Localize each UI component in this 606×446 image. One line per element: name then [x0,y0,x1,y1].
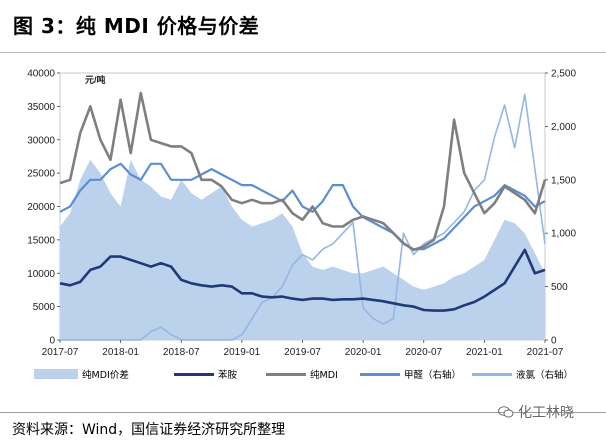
legend-swatch-mdi [266,372,306,376]
y2-tick-label: 1,000 [551,229,576,240]
x-tick-label: 2017-07 [42,347,79,358]
chart-svg: 0500010000150002000025000300003500040000… [27,69,576,359]
y-tick-label: 10000 [27,269,55,280]
legend-item-chlorine: 液氯（右轴） [472,367,573,381]
legend-swatch-chlorine [472,372,512,376]
x-tick-label: 2020-07 [405,347,442,358]
y2-tick-label: 2,500 [551,69,576,80]
y-tick-label: 30000 [27,135,55,146]
y2-tick-label: 1,500 [551,175,576,186]
legend-label-formaldehyde: 甲醛（右轴） [404,370,462,381]
y-unit-label: 元/吨 [85,74,106,85]
x-tick-label: 2019-01 [224,347,261,358]
bottom-rule [0,412,606,413]
legend-swatch-spread [34,369,78,379]
x-tick-label: 2018-07 [163,347,200,358]
y-tick-label: 0 [49,336,55,347]
y2-tick-label: 2,000 [551,122,576,133]
legend-label-chlorine: 液氯（右轴） [516,370,574,381]
y-tick-label: 35000 [27,102,55,113]
y-tick-label: 5000 [33,302,56,313]
legend-label-mdi: 纯MDI [310,370,338,381]
series-line-chlorine [60,93,546,341]
y-tick-label: 25000 [27,169,55,180]
series-line-aniline [59,248,546,312]
watermark-text: 化工林晓 [518,405,574,421]
x-tick-label: 2021-07 [527,347,564,358]
legend-label-spread: 纯MDI价差 [82,370,129,381]
series-line-mdi [59,91,547,252]
legend-item-aniline: 苯胺 [174,367,237,381]
y-tick-label: 40000 [27,69,55,80]
legend-item-mdi: 纯MDI [266,367,338,381]
legend-item-spread: 纯MDI价差 [34,367,129,381]
title-bar: 图 3：纯 MDI 价格与价差 [0,0,606,53]
watermark: 化工林晓 [498,402,574,422]
legend-swatch-formaldehyde [360,372,400,376]
legend-swatch-aniline [174,372,214,376]
x-tick-label: 2018-01 [102,347,139,358]
figure-title: 图 3：纯 MDI 价格与价差 [13,14,260,38]
x-tick-label: 2020-01 [345,347,382,358]
y2-tick-label: 0 [551,336,557,347]
legend-item-formaldehyde: 甲醛（右轴） [360,367,461,381]
wechat-icon [498,406,514,418]
x-tick-label: 2021-01 [466,347,503,358]
chart-container: 0 5000 10000 15000 20000 25000 30000 35000 40000… [0,52,606,392]
y-tick-label: 20000 [27,202,55,213]
legend-label-aniline: 苯胺 [218,370,238,381]
y-tick-label: 15000 [27,235,55,246]
chart-legend: 纯MDI价差 苯胺 纯MDI 甲醛（右轴） 液氯（右轴） [30,367,590,383]
x-tick-label: 2019-07 [284,347,321,358]
series-area-spread [60,159,545,340]
y2-tick-label: 500 [551,282,568,293]
series-line-formaldehyde [59,162,546,251]
source-note: 资料来源：Wind，国信证券经济研究所整理 [12,422,286,438]
